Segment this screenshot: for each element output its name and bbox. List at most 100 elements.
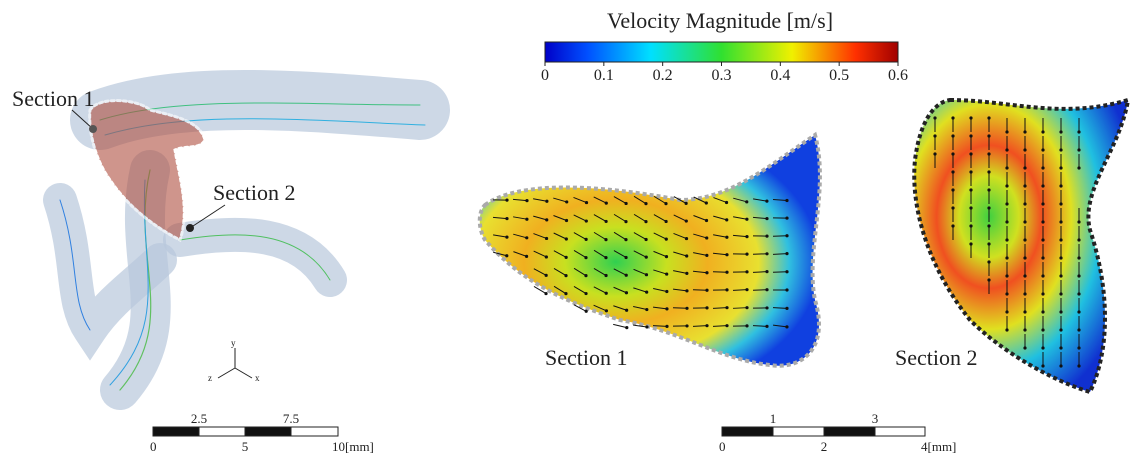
- arrow-head: [605, 309, 608, 312]
- arrow-head: [565, 237, 568, 240]
- arrow-head: [705, 306, 708, 309]
- arrow-head: [969, 188, 972, 191]
- arrow-head: [685, 219, 688, 222]
- arrow-head: [1005, 148, 1008, 151]
- arrow-head: [785, 216, 788, 219]
- scale-label: 2.5: [191, 411, 207, 426]
- arrow-head: [604, 238, 607, 241]
- arrow-head: [1023, 166, 1026, 169]
- arrow-head: [1059, 328, 1062, 331]
- arrow-head: [545, 200, 548, 203]
- arrow-head: [987, 116, 990, 119]
- arrow-head: [745, 306, 748, 309]
- arrow-head: [665, 255, 668, 258]
- arrow-head: [1077, 166, 1080, 169]
- velocity-arrow: [773, 254, 787, 255]
- scale-label: 0: [150, 439, 157, 454]
- arrow-head: [745, 218, 748, 221]
- arrow-head: [785, 307, 788, 310]
- arrow-head: [705, 254, 708, 257]
- arrow-head: [765, 235, 768, 238]
- arrow-head: [545, 255, 548, 258]
- colorbar-tick-label: 0.5: [829, 67, 849, 84]
- arrow-head: [1059, 310, 1062, 313]
- arrow-head: [765, 325, 768, 328]
- arrow-head: [645, 256, 648, 259]
- arrow-head: [685, 272, 688, 275]
- arrow-head: [605, 292, 608, 295]
- arrow-head: [545, 274, 548, 277]
- scale-label: 10[mm]: [332, 439, 374, 454]
- arrow-head: [645, 325, 648, 328]
- arrow-head: [987, 152, 990, 155]
- arrow-head: [1059, 130, 1062, 133]
- arrow-head: [685, 202, 688, 205]
- arrow-head: [644, 220, 647, 223]
- arrow-head: [585, 238, 588, 241]
- arrow-head: [664, 220, 667, 223]
- arrow-head: [604, 220, 607, 223]
- arrow-head: [725, 271, 728, 274]
- arrow-head: [987, 260, 990, 263]
- arrow-head: [505, 199, 508, 202]
- arrow-head: [987, 278, 990, 281]
- arrow-head: [1023, 130, 1026, 133]
- arrow-head: [505, 217, 508, 220]
- arrow-head: [604, 274, 607, 277]
- arrow-head: [745, 253, 748, 256]
- arrow-head: [665, 290, 668, 293]
- arrow-head: [624, 202, 627, 205]
- arrow-head: [1005, 184, 1008, 187]
- arrow-head: [525, 255, 528, 258]
- arrow-head: [785, 234, 788, 237]
- arrow-head: [1005, 238, 1008, 241]
- artery-model: [60, 100, 425, 390]
- arrow-head: [725, 288, 728, 291]
- arrow-head: [625, 274, 628, 277]
- arrow-head: [1023, 202, 1026, 205]
- axis-label: x: [255, 373, 260, 383]
- arrow-head: [1005, 292, 1008, 295]
- velocity-arrow: [673, 308, 687, 309]
- arrow-head: [785, 325, 788, 328]
- arrow-head: [565, 200, 568, 203]
- arrow-head: [951, 134, 954, 137]
- arrow-head: [585, 219, 588, 222]
- arrow-head: [1023, 328, 1026, 331]
- arrow-head: [525, 218, 528, 221]
- arrow-head: [1005, 256, 1008, 259]
- arrow-head: [1059, 364, 1062, 367]
- arrow-head: [951, 152, 954, 155]
- arrow-head: [685, 307, 688, 310]
- arrow-head: [951, 188, 954, 191]
- arrow-head: [624, 256, 627, 259]
- arrow-head: [624, 238, 627, 241]
- arrow-head: [705, 324, 708, 327]
- arrow-head: [685, 324, 688, 327]
- arrow-head: [625, 326, 628, 329]
- arrow-head: [525, 199, 528, 202]
- arrow-head: [745, 288, 748, 291]
- arrow-head: [645, 273, 648, 276]
- arrow-head: [1041, 292, 1044, 295]
- scale-label: 2: [821, 439, 828, 454]
- arrow-head: [1059, 292, 1062, 295]
- arrow-head: [1059, 346, 1062, 349]
- scale-label: 1: [770, 411, 777, 426]
- arrow-head: [1077, 220, 1080, 223]
- arrow-head: [1041, 202, 1044, 205]
- arrow-head: [1059, 202, 1062, 205]
- colorbar-tick-label: 0: [541, 67, 549, 84]
- colorbar-title: Velocity Magnitude [m/s]: [607, 8, 833, 33]
- arrow-head: [705, 289, 708, 292]
- arrow-head: [564, 274, 567, 277]
- arrow-head: [705, 236, 708, 239]
- scale-label: 4[mm]: [921, 439, 956, 454]
- arrow-head: [969, 170, 972, 173]
- arrow-head: [987, 206, 990, 209]
- velocity-arrow: [693, 326, 707, 327]
- arrow-head: [705, 219, 708, 222]
- arrow-head: [604, 256, 607, 259]
- arrow-head: [725, 324, 728, 327]
- arrow-head: [625, 291, 628, 294]
